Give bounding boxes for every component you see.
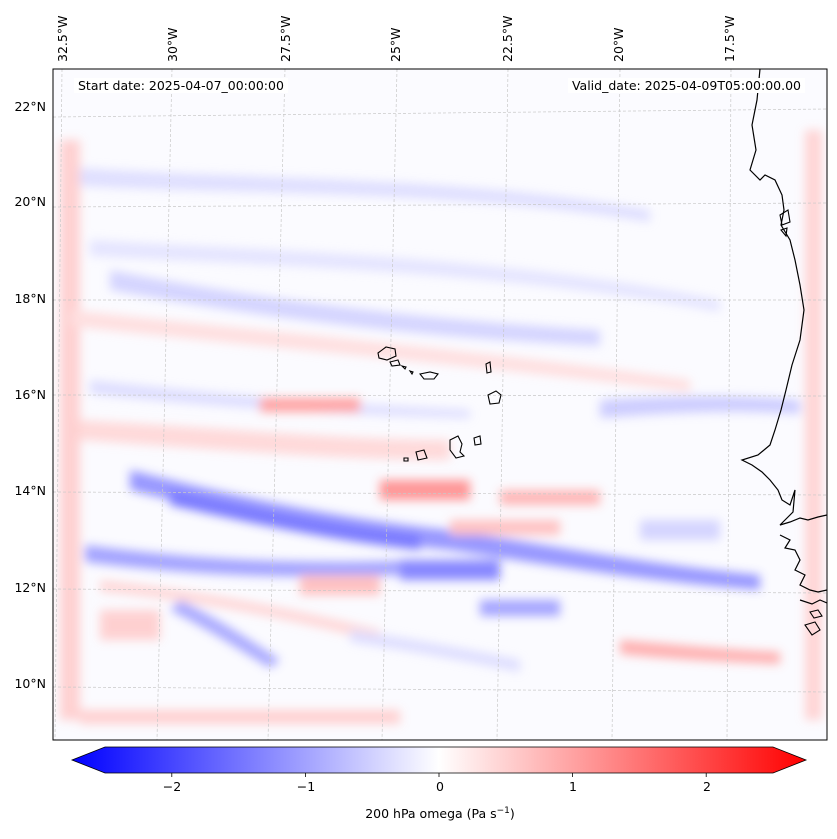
colorbar-tick-label: 2: [703, 779, 711, 794]
lat-label: 18°N: [14, 291, 46, 306]
cape-verde-islands: [377, 346, 502, 462]
colorbar-tick-label: 0: [436, 779, 444, 794]
lat-label: 22°N: [14, 99, 46, 114]
colorbar-tick-label: −2: [162, 779, 182, 794]
lon-label: 25°W: [388, 27, 403, 62]
valid-date-label: Valid_date: 2025-04-09T05:00:00.00: [567, 78, 805, 93]
map-frame: [52, 68, 828, 741]
colorbar-label-end: ): [509, 806, 515, 822]
lat-label: 20°N: [14, 194, 46, 209]
colorbar-tick-label: −1: [296, 779, 316, 794]
colorbar-label-text: 200 hPa omega (Pa s: [365, 806, 497, 822]
lon-label: 20°W: [611, 27, 626, 62]
lat-label: 10°N: [14, 676, 46, 691]
colorbar-label: 200 hPa omega (Pa s−1): [0, 806, 837, 821]
africa-coastline: [740, 69, 827, 526]
omega-field: [53, 69, 827, 740]
lon-label: 27.5°W: [278, 15, 293, 62]
colorbar: [70, 746, 808, 777]
lat-label: 12°N: [14, 580, 46, 595]
colorbar-tick-label: 1: [569, 779, 577, 794]
graticule: [53, 69, 827, 740]
lon-label: 32.5°W: [55, 15, 70, 62]
start-date-label: Start date: 2025-04-07_00:00:00: [74, 78, 288, 93]
lon-label: 17.5°W: [722, 15, 737, 62]
lon-label: 30°W: [165, 27, 180, 62]
lon-label: 22.5°W: [500, 15, 515, 62]
lat-label: 14°N: [14, 483, 46, 498]
colorbar-label-exponent: −1: [496, 806, 510, 816]
lat-label: 16°N: [14, 387, 46, 402]
